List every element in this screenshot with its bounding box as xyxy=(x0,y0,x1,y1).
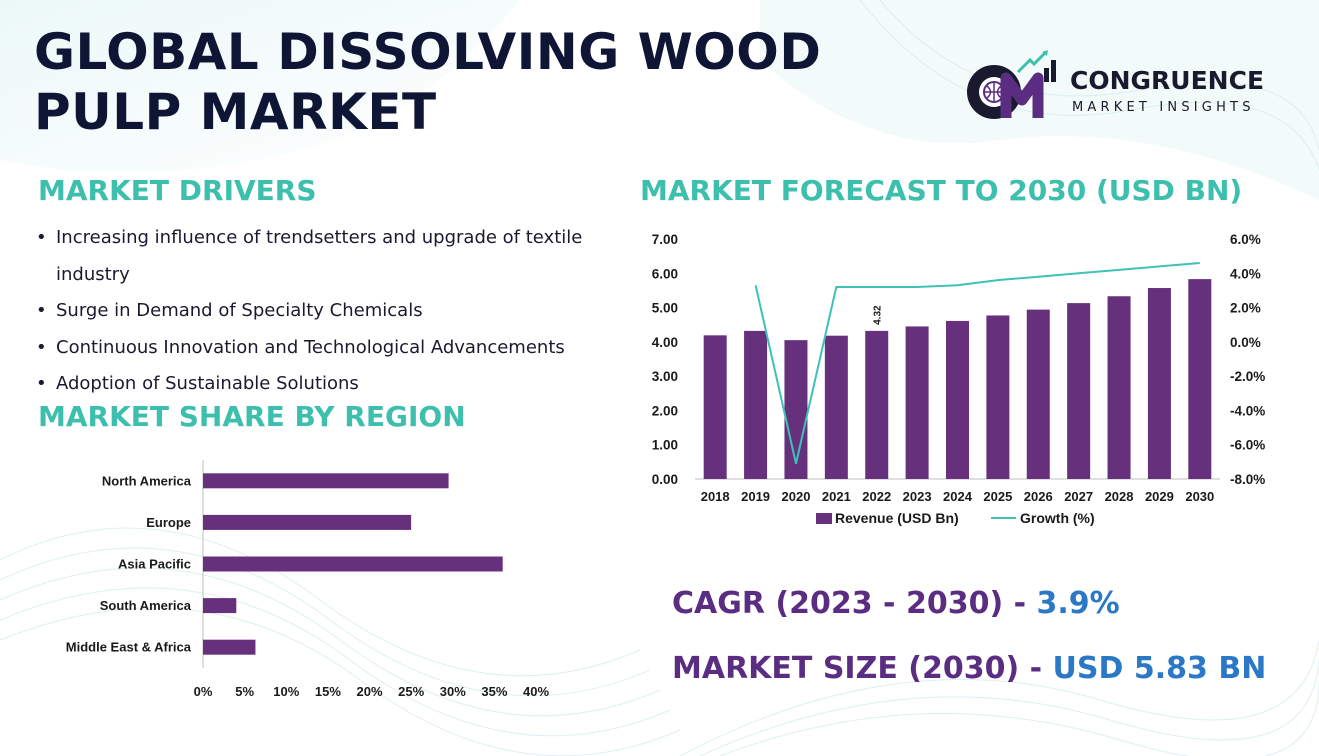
cagr-label: CAGR (2023 - 2030) xyxy=(672,586,1004,621)
right-axis-tick: 4.0% xyxy=(1230,266,1261,281)
driver-item: Continuous Innovation and Technological … xyxy=(34,330,644,367)
cagr-value: 3.9% xyxy=(1036,586,1120,621)
x-tick-label: 2025 xyxy=(983,489,1012,504)
x-tick-label: 2030 xyxy=(1185,489,1214,504)
x-tick-label: 2021 xyxy=(822,489,851,504)
revenue-bar xyxy=(865,330,889,479)
revenue-bar xyxy=(905,326,929,479)
x-tick-label: 10% xyxy=(273,684,299,699)
left-axis-tick: 5.00 xyxy=(652,301,678,316)
right-axis-tick: -2.0% xyxy=(1230,369,1265,384)
right-axis-tick: -6.0% xyxy=(1230,438,1265,453)
revenue-bar xyxy=(744,330,768,479)
logo-mark-icon xyxy=(967,50,1056,119)
left-axis-tick: 3.00 xyxy=(652,369,678,384)
cagr-separator: - xyxy=(1003,586,1037,621)
region-label: North America xyxy=(102,473,192,488)
logo-tagline: MARKET INSIGHTS xyxy=(1072,100,1255,115)
market-share-heading: MARKET SHARE BY REGION xyxy=(38,400,466,433)
x-tick-label: 30% xyxy=(440,684,466,699)
revenue-bar xyxy=(1147,288,1171,479)
x-tick-label: 40% xyxy=(523,684,549,699)
left-axis-tick: 4.00 xyxy=(652,335,678,350)
forecast-chart: 0.00 1.00 2.00 3.00 4.00 5.00 6.00 7.00 -8.0% -6.… xyxy=(652,232,1266,526)
revenue-bar xyxy=(946,320,969,479)
revenue-bar xyxy=(784,340,808,479)
company-logo: CONGRUENCE MARKET INSIGHTS xyxy=(962,48,1292,124)
left-axis-tick: 1.00 xyxy=(652,438,678,453)
left-axis-tick: 0.00 xyxy=(652,472,678,487)
driver-item: Adoption of Sustainable Solutions xyxy=(34,366,644,403)
region-label: Europe xyxy=(146,515,191,530)
region-label: Asia Pacific xyxy=(118,557,191,572)
region-share-chart: North America Europe Asia Pacific South Ame… xyxy=(66,460,549,699)
data-label: 4.32 xyxy=(873,305,884,325)
x-tick-label: 2019 xyxy=(741,489,770,504)
x-tick-label: 2022 xyxy=(862,489,891,504)
page-title-line-1: GLOBAL DISSOLVING WOOD xyxy=(34,23,822,81)
cagr-kpi: CAGR (2023 - 2030) - 3.9% xyxy=(672,586,1120,621)
region-bar xyxy=(203,598,237,614)
market-drivers-heading: MARKET DRIVERS xyxy=(38,174,317,207)
page-title: GLOBAL DISSOLVING WOOD PULP MARKET xyxy=(34,22,821,142)
growth-line xyxy=(754,262,1200,464)
right-axis-tick: 2.0% xyxy=(1230,301,1261,316)
right-axis-tick: -4.0% xyxy=(1230,403,1265,418)
market-size-value: USD 5.83 BN xyxy=(1052,651,1267,686)
x-tick-label: 2029 xyxy=(1145,489,1174,504)
market-drivers-list: Increasing influence of trendsetters and… xyxy=(34,220,644,403)
legend-revenue-label: Revenue (USD Bn) xyxy=(835,510,959,526)
logo-name: CONGRUENCE xyxy=(1070,66,1265,95)
x-tick-label: 2024 xyxy=(943,489,973,504)
revenue-bar xyxy=(1067,303,1091,479)
market-size-label: MARKET SIZE (2030) xyxy=(672,651,1020,686)
legend-growth-label: Growth (%) xyxy=(1020,510,1095,526)
market-size-kpi: MARKET SIZE (2030) - USD 5.83 BN xyxy=(672,651,1266,686)
region-bar xyxy=(203,556,503,572)
x-tick-label: 2020 xyxy=(782,489,811,504)
region-bar xyxy=(203,639,256,655)
x-tick-label: 35% xyxy=(481,684,507,699)
x-tick-label: 2027 xyxy=(1064,489,1093,504)
right-axis-tick: -8.0% xyxy=(1230,472,1265,487)
region-bar xyxy=(203,514,412,530)
revenue-bar xyxy=(1026,309,1050,479)
right-axis-tick: 0.0% xyxy=(1230,335,1261,350)
revenue-bar xyxy=(986,315,1010,479)
market-forecast-heading: MARKET FORECAST TO 2030 (USD BN) xyxy=(640,174,1243,207)
x-tick-label: 2018 xyxy=(701,489,730,504)
x-tick-label: 2028 xyxy=(1105,489,1134,504)
x-tick-label: 5% xyxy=(235,684,254,699)
x-tick-label: 15% xyxy=(315,684,341,699)
left-axis-tick: 7.00 xyxy=(652,232,678,247)
right-axis-tick: 6.0% xyxy=(1230,232,1261,247)
revenue-bar xyxy=(824,335,848,479)
driver-item: Increasing influence of trendsetters and… xyxy=(34,220,644,293)
region-label: Middle East & Africa xyxy=(66,640,192,655)
x-tick-label: 2023 xyxy=(903,489,932,504)
revenue-bar xyxy=(1107,296,1131,479)
region-label: South America xyxy=(100,598,192,613)
left-axis-tick: 6.00 xyxy=(652,266,678,281)
x-tick-label: 25% xyxy=(398,684,424,699)
region-bar xyxy=(203,473,449,489)
left-axis-tick: 2.00 xyxy=(652,403,678,418)
x-tick-label: 20% xyxy=(356,684,382,699)
revenue-bar xyxy=(703,335,727,479)
revenue-bar xyxy=(1188,279,1212,479)
market-size-separator: - xyxy=(1019,651,1053,686)
driver-item: Surge in Demand of Specialty Chemicals xyxy=(34,293,644,330)
x-tick-label: 2026 xyxy=(1024,489,1053,504)
legend-revenue-swatch xyxy=(816,513,832,524)
x-tick-label: 0% xyxy=(194,684,213,699)
page-title-line-2: PULP MARKET xyxy=(34,83,437,141)
